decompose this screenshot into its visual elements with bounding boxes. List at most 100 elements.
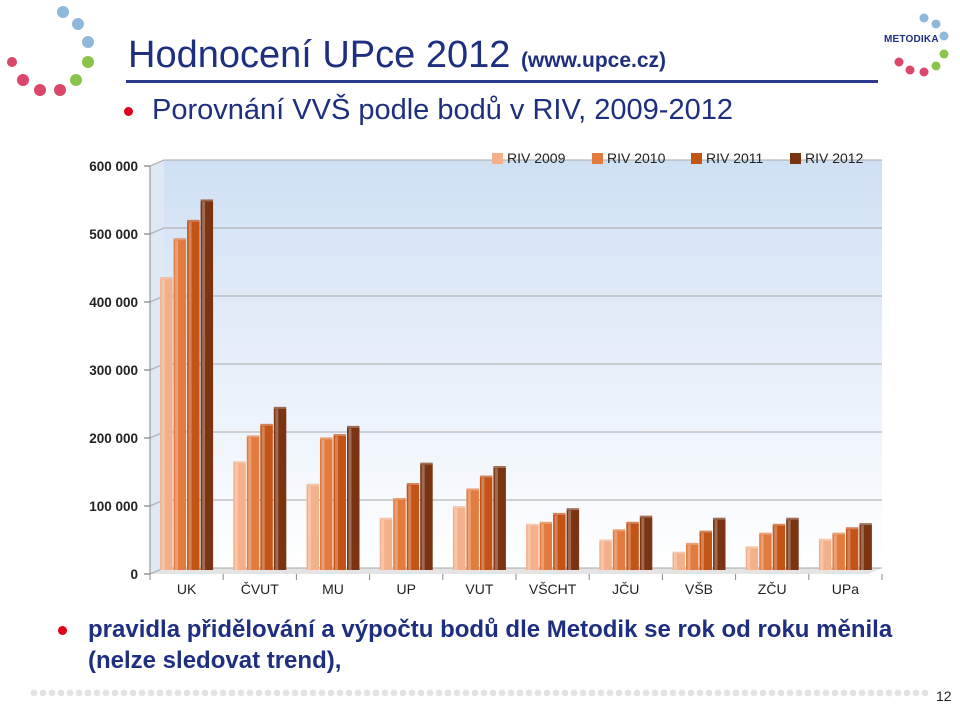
decor-dot — [849, 689, 857, 697]
decor-dot — [165, 689, 173, 697]
decor-dot — [66, 689, 74, 697]
decor-dot — [903, 689, 911, 697]
bar — [566, 510, 580, 570]
decor-dot — [417, 689, 425, 697]
title-url: (www.upce.cz) — [520, 49, 667, 72]
bar-highlight — [774, 525, 778, 570]
bar-top — [420, 462, 433, 466]
bar — [406, 485, 420, 570]
decor-dot — [408, 689, 416, 697]
bar-top — [859, 523, 872, 526]
decor-dot — [831, 689, 839, 697]
bar — [233, 463, 246, 570]
bar-highlight — [787, 519, 791, 570]
chart-plot-area: 0 100 000 200 000 300 000 400 000 500 000 600 … — [89, 150, 883, 597]
bar — [479, 477, 493, 570]
bar-highlight — [202, 201, 206, 570]
decor-dot — [75, 689, 83, 697]
decor-dot — [471, 689, 479, 697]
x-tick-label: UPa — [832, 581, 859, 597]
bar — [493, 468, 506, 570]
decor-dot — [318, 689, 326, 697]
legend-label: RIV 2010 — [607, 150, 666, 166]
decor-dot — [768, 689, 776, 697]
decor-dot — [795, 689, 803, 697]
plot-floor — [150, 568, 882, 574]
bar-top — [818, 538, 832, 542]
bar — [859, 525, 872, 570]
decor-dot — [624, 689, 632, 697]
decor-dot — [777, 689, 785, 697]
bar-top — [772, 523, 786, 527]
decor-dot — [561, 689, 569, 697]
bar-top — [333, 434, 346, 437]
subtitle: Porovnání VVŠ podle bodů v RIV, 2009-201… — [152, 94, 733, 126]
decor-dot — [534, 689, 542, 697]
x-tick-label: ČVUT — [241, 581, 280, 597]
decor-dot — [633, 689, 641, 697]
decor-dot — [273, 689, 281, 697]
decor-dot — [84, 689, 92, 697]
x-tick-label: VŠB — [685, 581, 713, 597]
bar — [452, 508, 466, 570]
decor-dot — [813, 689, 821, 697]
decor-dot — [336, 689, 344, 697]
bar-top — [745, 546, 759, 549]
bar — [612, 531, 626, 570]
decor-dot — [120, 689, 128, 697]
y-tick-label: 600 000 — [89, 159, 138, 174]
decor-dot — [291, 689, 299, 697]
bar-top — [639, 515, 653, 519]
bar-highlight — [321, 439, 325, 570]
decor-dot — [822, 689, 830, 697]
decor-dot — [282, 689, 290, 697]
legend-label: RIV 2011 — [706, 150, 764, 166]
decor-dot — [381, 689, 389, 697]
bar-top — [452, 506, 466, 509]
decor-dot — [840, 689, 848, 697]
bar-chart: 0 100 000 200 000 300 000 400 000 500 000 600 … — [89, 150, 883, 597]
bar-highlight — [234, 463, 238, 570]
bar-top — [845, 527, 859, 530]
decor-dot — [498, 689, 506, 697]
decor-dot — [435, 689, 443, 697]
bar-top — [246, 435, 260, 438]
decor-dot — [174, 689, 182, 697]
decor-dot — [246, 689, 254, 697]
bar-highlight — [541, 523, 545, 570]
bar-highlight — [308, 485, 311, 570]
decor-dot — [723, 689, 731, 697]
bar — [686, 544, 699, 570]
decor-dot — [507, 689, 515, 697]
x-tick-label: ZČU — [758, 581, 787, 597]
bar — [526, 525, 539, 570]
decor-dot — [363, 689, 371, 697]
decor-dot — [300, 689, 308, 697]
bar-highlight — [747, 548, 751, 570]
decor-dot — [525, 689, 533, 697]
bar-top — [406, 483, 420, 486]
bar-top — [393, 497, 406, 501]
decor-dot — [192, 689, 200, 697]
bar — [393, 499, 406, 570]
bar — [466, 490, 479, 570]
decor-dot — [867, 689, 875, 697]
decor-dot — [489, 689, 497, 697]
bar-highlight — [614, 531, 618, 570]
decor-dot — [201, 689, 209, 697]
decor-dot — [732, 689, 740, 697]
decor-dot — [48, 689, 56, 697]
decor-dot — [543, 689, 551, 697]
footer-bullet — [58, 626, 67, 635]
decor-dot — [327, 689, 335, 697]
gridline-side — [149, 227, 165, 235]
bar-top — [479, 475, 493, 479]
bar-top — [566, 508, 580, 511]
bar — [333, 436, 346, 570]
bar — [160, 278, 173, 570]
y-tick-label: 400 000 — [89, 295, 138, 310]
legend-label: RIV 2009 — [507, 150, 566, 166]
decor-dot — [606, 689, 614, 697]
bar-top — [273, 406, 287, 410]
bar-highlight — [335, 436, 338, 570]
